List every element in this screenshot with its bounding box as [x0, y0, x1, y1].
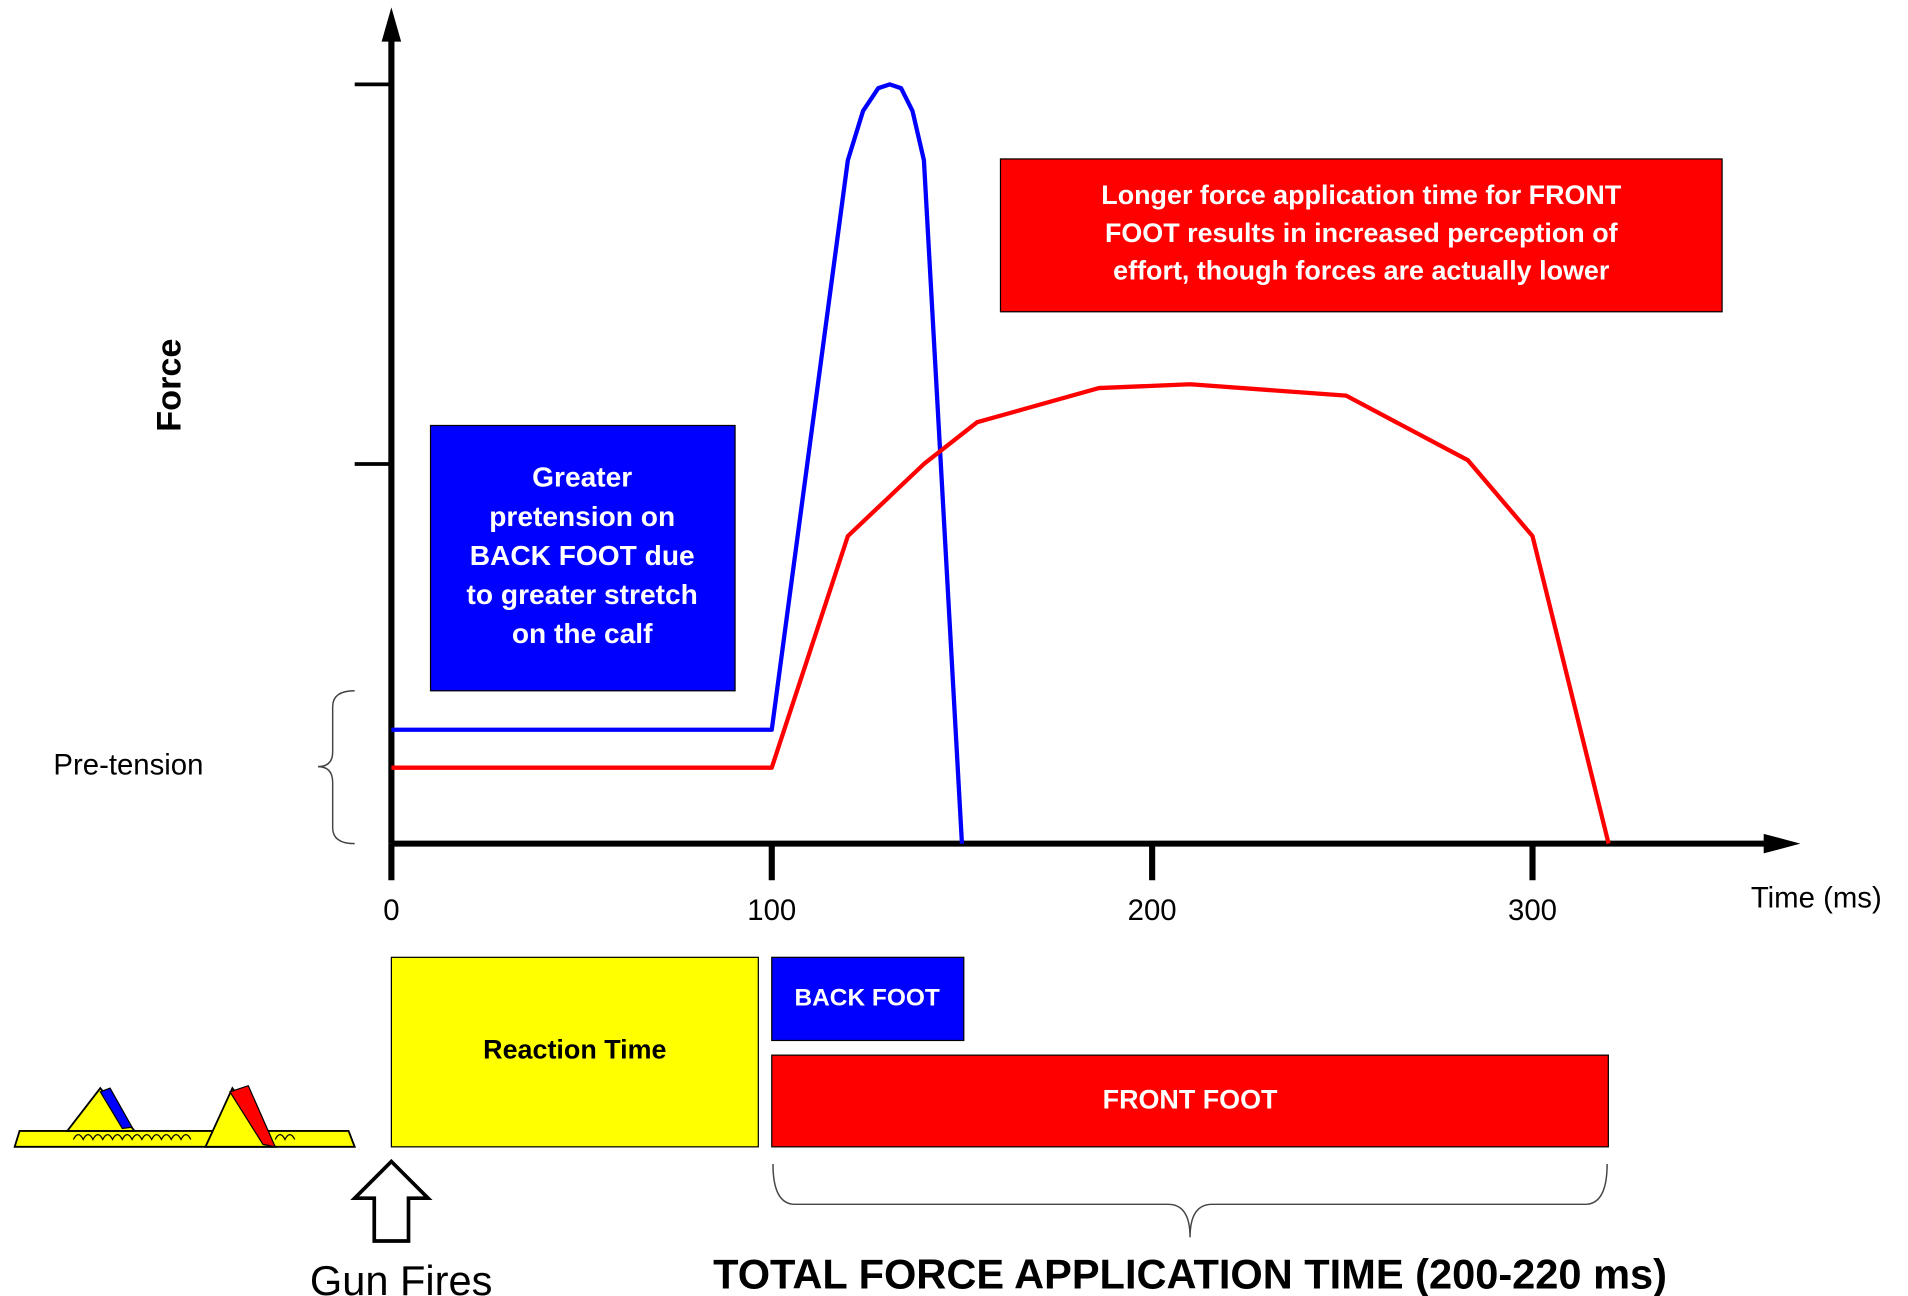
y-axis-arrow: [382, 7, 402, 41]
gun-arrow: [355, 1162, 428, 1241]
starting-block: [15, 1086, 355, 1147]
page: {"chart_data": { "type": "line", "x_labe…: [0, 0, 1908, 1296]
front-foot-label: FRONT FOOT: [1103, 1085, 1278, 1115]
chart: Force Time (ms) Pre-tension Greater prete…: [0, 0, 1908, 1296]
back-foot-label: BACK FOOT: [795, 984, 940, 1011]
total-label: TOTAL FORCE APPLICATION TIME (200-220 ms…: [713, 1251, 1667, 1296]
note-line: FOOT results in increased perception of: [1105, 218, 1618, 248]
note-line: Greater: [532, 462, 632, 493]
front-note: Longer force application time for FRONT F…: [1101, 180, 1622, 286]
x-axis-label: Time (ms): [1751, 882, 1882, 915]
x-tick-label: 200: [1128, 894, 1177, 927]
total-brace: [773, 1164, 1607, 1237]
x-tick-label: 0: [383, 894, 399, 927]
y-axis-label: Force: [150, 339, 188, 432]
x-tick-label: 100: [747, 894, 796, 927]
note-line: to greater stretch: [467, 579, 698, 610]
note-line: pretension on: [489, 501, 675, 532]
note-line: BACK FOOT due: [470, 540, 695, 571]
note-line: effort, though forces are actually lower: [1113, 256, 1610, 286]
note-line: Longer force application time for FRONT: [1101, 180, 1622, 210]
note-line: on the calf: [512, 618, 653, 649]
pretension-label: Pre-tension: [53, 748, 203, 781]
pretension-brace: [318, 691, 355, 844]
gun-label: Gun Fires: [310, 1257, 493, 1296]
reaction-label: Reaction Time: [483, 1035, 666, 1065]
x-axis-arrow: [1764, 834, 1801, 854]
x-tick-label: 300: [1508, 894, 1557, 927]
